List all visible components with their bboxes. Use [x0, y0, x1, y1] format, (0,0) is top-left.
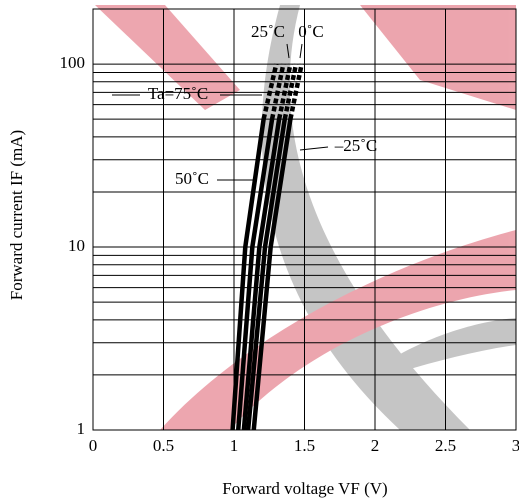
y-tick-label: 1: [77, 419, 86, 438]
x-tick-label: 2: [371, 436, 380, 455]
curve: [235, 118, 275, 431]
series-label: –25˚C: [334, 136, 378, 155]
x-tick-label: 2.5: [435, 436, 456, 455]
curve-dashed: [261, 63, 279, 120]
series-label: 0˚C: [298, 22, 324, 41]
series-label: Ta=75˚C: [148, 84, 208, 103]
x-tick-label: 1.5: [294, 436, 315, 455]
x-tick-label: 0.5: [153, 436, 174, 455]
watermark: [95, 5, 516, 430]
y-tick-label: 100: [60, 53, 86, 72]
curve-dashed: [269, 63, 286, 120]
y-tick-label: 10: [68, 236, 85, 255]
curve: [241, 118, 282, 431]
leader-line: [299, 43, 303, 59]
y-axis-label: Forward current IF (mA): [7, 130, 26, 300]
x-tick-label: 0: [89, 436, 98, 455]
curve-dashed: [288, 63, 304, 120]
x-axis-label: Forward voltage VF (V): [222, 479, 387, 498]
series-label: 50˚C: [175, 169, 209, 188]
series-label: 25˚C: [251, 22, 285, 41]
curve: [230, 118, 266, 431]
x-tick-label: 3: [512, 436, 519, 455]
curve-dashed: [282, 63, 299, 120]
x-tick-label: 1: [230, 436, 239, 455]
curve: [245, 118, 287, 431]
leader-line: [299, 146, 329, 151]
curve: [251, 118, 293, 431]
leader-line: [286, 43, 290, 59]
curve-dashed: [276, 63, 293, 120]
